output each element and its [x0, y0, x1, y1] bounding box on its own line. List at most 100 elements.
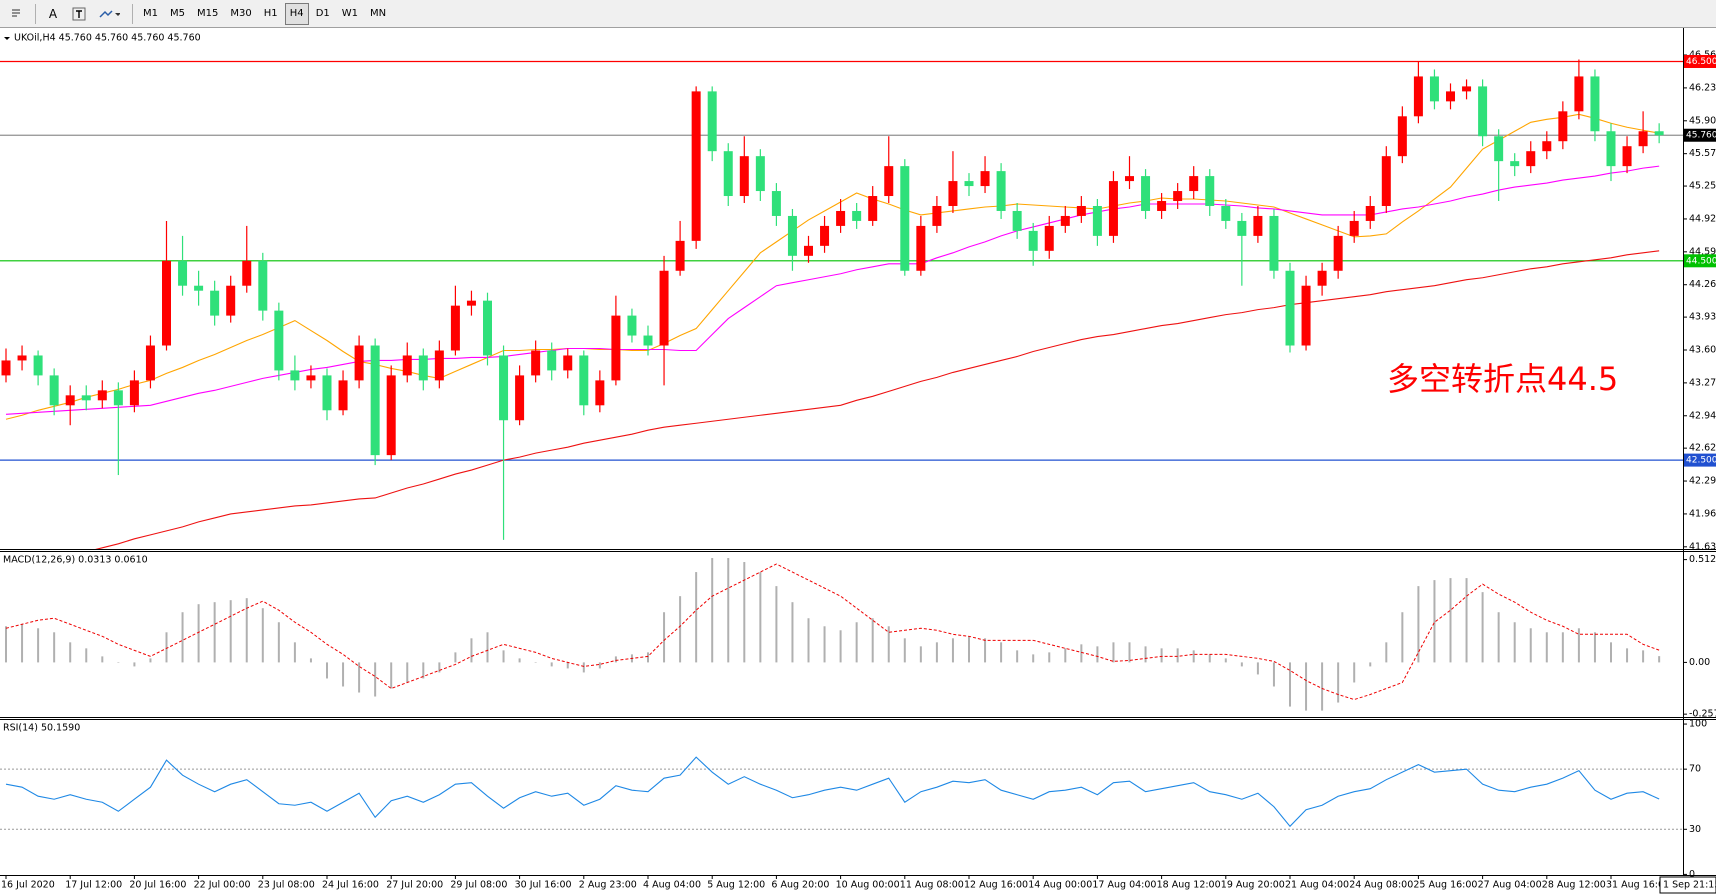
macd-bar	[486, 632, 489, 663]
macd-bar	[358, 662, 361, 693]
macd-bar	[1160, 648, 1163, 663]
cursor-time-box	[1659, 876, 1716, 894]
macd-bar	[775, 586, 778, 663]
macd-bar	[229, 600, 232, 663]
macd-bar	[695, 572, 698, 663]
macd-bar	[679, 596, 682, 663]
y-tick-label: 0.00	[1689, 657, 1710, 668]
candle-body	[258, 260, 268, 311]
candle-body	[595, 380, 605, 406]
plot-area	[0, 756, 1683, 830]
candle-body	[707, 91, 717, 152]
timeframe-button[interactable]: M15	[197, 8, 219, 19]
candle-body	[1478, 86, 1488, 137]
macd-bar	[438, 662, 441, 673]
macd-bar	[293, 642, 296, 663]
candle-body	[178, 260, 188, 286]
candle-body	[354, 345, 364, 381]
timeframe-button[interactable]: M5	[170, 8, 185, 19]
candle-body	[1189, 176, 1199, 192]
macd-bar	[1433, 580, 1436, 663]
macd-bar	[566, 662, 569, 669]
x-tick-label: 20 Jul 16:00	[129, 880, 186, 891]
macd-bar	[1658, 656, 1661, 663]
macd-bar	[1529, 628, 1532, 663]
y-tick-label: 42.620	[1689, 443, 1716, 454]
timeframe-button[interactable]: W1	[341, 8, 359, 19]
x-tick-label: 21 Aug 04:00	[1285, 880, 1349, 891]
candle-body	[226, 285, 236, 316]
macd-bar	[823, 626, 826, 663]
macd-bar	[968, 636, 970, 663]
macd-bar	[903, 638, 906, 663]
candle-body	[386, 375, 396, 456]
annotation: 多空转折点44.5	[1387, 360, 1618, 398]
candle-body	[65, 395, 75, 406]
candle-body	[739, 156, 749, 197]
y-tick-label: -0.2578	[1689, 709, 1716, 720]
x-tick-label: 24 Aug 08:00	[1349, 880, 1413, 891]
macd-bar	[1128, 642, 1131, 663]
y-tick-label: 44.920	[1689, 213, 1716, 224]
candle-body	[290, 370, 300, 381]
candle-body	[659, 270, 669, 346]
timeframe-button[interactable]: H4	[284, 2, 309, 25]
candle-body	[643, 335, 653, 346]
macd-bar	[422, 662, 425, 679]
candle-body	[49, 375, 59, 406]
candle-body	[1076, 205, 1086, 216]
candle-body	[1253, 215, 1263, 236]
timeframe-button[interactable]: H1	[263, 8, 278, 19]
level-tag	[1684, 54, 1716, 68]
candle-body	[322, 375, 332, 411]
macd-bar	[1305, 662, 1308, 711]
timeframe-button[interactable]: D1	[315, 8, 330, 19]
y-tick-label: 43.275	[1689, 377, 1716, 388]
moving-average	[95, 250, 1660, 549]
y-tick-label: 45.250	[1689, 181, 1716, 192]
macd-bar	[85, 648, 88, 663]
candle-body	[964, 181, 974, 187]
menu-button[interactable]	[4, 3, 28, 25]
candle-body	[916, 225, 926, 271]
macd-bar	[1593, 632, 1596, 663]
candle-body	[1108, 181, 1118, 236]
macd-bar	[1401, 612, 1404, 663]
level-tag-label: 45.760	[1686, 131, 1716, 141]
candle-body	[1060, 215, 1070, 226]
candle-body	[611, 315, 621, 381]
candle-body	[1221, 205, 1231, 221]
macd-bar	[181, 612, 184, 663]
candle-body	[466, 300, 476, 306]
font-button[interactable]: A	[48, 6, 58, 21]
candle-body	[1526, 151, 1536, 167]
macd-bar	[1353, 662, 1356, 683]
timeframe-button[interactable]: M30	[230, 8, 252, 19]
text-tool-button[interactable]	[67, 3, 91, 25]
arrows-button[interactable]	[93, 3, 125, 25]
timeframe-button[interactable]: M1	[143, 8, 158, 19]
macd-bar	[1561, 632, 1564, 663]
candle-body	[1654, 131, 1664, 136]
macd-bar	[1289, 662, 1291, 707]
macd-bar	[1224, 658, 1227, 663]
y-tick-label: 41.960	[1689, 508, 1716, 519]
timeframe-button[interactable]: MN	[370, 8, 387, 19]
level-tag-label: 44.500	[1686, 256, 1716, 266]
macd-bar	[1337, 662, 1340, 703]
rsi-title: RSI(14) 50.1590	[3, 723, 80, 734]
macd-bar	[1321, 662, 1324, 711]
macd-bar	[1112, 642, 1115, 663]
candle-body	[1012, 210, 1022, 231]
text-tool-icon	[72, 7, 86, 20]
x-tick-label: 11 Aug 08:00	[900, 880, 964, 891]
macd-bar	[711, 558, 714, 663]
macd-bar	[518, 658, 521, 663]
candle-body	[97, 390, 107, 401]
macd-bar	[791, 602, 794, 663]
candle-body	[1397, 116, 1407, 157]
candle-body	[1510, 161, 1520, 167]
macd-bar	[165, 632, 168, 663]
x-tick-label: 6 Aug 20:00	[771, 880, 829, 891]
macd-bar	[390, 662, 393, 689]
